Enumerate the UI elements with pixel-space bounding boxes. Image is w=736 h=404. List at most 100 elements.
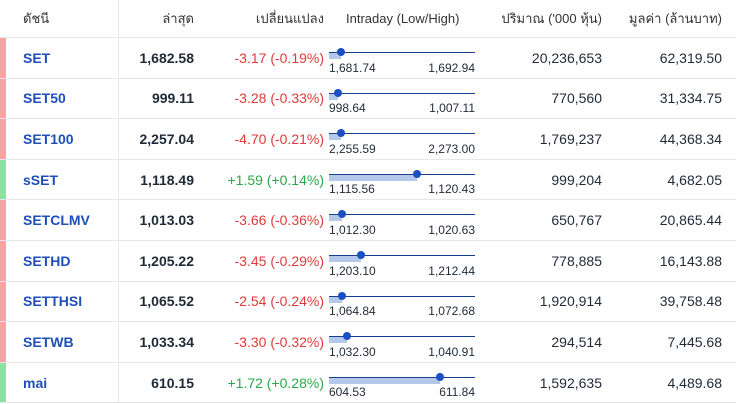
volume: 1,920,914: [539, 293, 602, 310]
index-link[interactable]: SETTHSI: [23, 293, 83, 310]
intraday-line: [329, 173, 475, 175]
index-link[interactable]: SET100: [23, 130, 74, 147]
table-row[interactable]: SETWB 1,033.34 -3.30 (-0.32%) 1,032.30 1…: [0, 322, 736, 363]
value: 62,319.50: [659, 49, 722, 66]
volume: 1,769,237: [539, 130, 602, 147]
intraday-range: 604.53 611.84: [329, 363, 475, 403]
intraday-fill: [329, 215, 342, 222]
intraday-low: 1,032.30: [329, 344, 376, 359]
price-change: -2.54 (-0.24%): [234, 293, 324, 310]
value: 4,489.68: [667, 374, 723, 391]
intraday-line: [329, 336, 475, 338]
intraday-marker: [343, 332, 351, 341]
intraday-high: 1,692.94: [428, 60, 475, 75]
last-price: 1,033.34: [139, 333, 195, 350]
intraday-low: 998.64: [329, 101, 366, 116]
intraday-fill: [329, 377, 440, 384]
intraday-line: [329, 52, 475, 53]
column-divider: [118, 362, 119, 403]
last-price: 999.11: [151, 90, 194, 107]
table-row[interactable]: SET 1,682.58 -3.17 (-0.19%) 1,681.74 1,6…: [0, 38, 736, 79]
price-change: -4.70 (-0.21%): [234, 130, 324, 147]
volume: 650,767: [551, 212, 602, 229]
trend-indicator: [0, 322, 6, 362]
intraday-fill: [329, 337, 347, 344]
column-divider: [118, 0, 119, 37]
index-link[interactable]: sSET: [23, 171, 59, 188]
table-row[interactable]: sSET 1,118.49 +1.59 (+0.14%) 1,115.56 1,…: [0, 159, 736, 201]
intraday-line: [329, 254, 475, 256]
table-row[interactable]: SETTHSI 1,065.52 -2.54 (-0.24%) 1,064.84…: [0, 281, 736, 323]
volume: 770,560: [551, 90, 602, 107]
column-divider: [118, 322, 119, 362]
intraday-high: 1,007.11: [429, 101, 475, 116]
volume: 294,514: [551, 333, 602, 350]
table-row[interactable]: SET100 2,257.04 -4.70 (-0.21%) 2,255.59 …: [0, 119, 736, 160]
intraday-range: 1,012.30 1,020.63: [329, 200, 475, 240]
intraday-low: 1,203.10: [329, 263, 376, 278]
trend-indicator: [0, 281, 6, 322]
intraday-fill: [329, 134, 341, 141]
intraday-marker: [413, 169, 421, 178]
intraday-high: 1,072.68: [428, 304, 475, 319]
intraday-marker: [337, 129, 345, 138]
intraday-range: 1,681.74 1,692.94: [329, 38, 475, 78]
header-change[interactable]: เปลี่ยนแปลง: [255, 11, 324, 26]
intraday-range: 2,255.59 2,273.00: [329, 119, 475, 159]
header-index[interactable]: ดัชนี: [23, 11, 50, 26]
column-divider: [118, 159, 119, 200]
table-header: ดัชนี ล่าสุด เปลี่ยนแปลง Intraday (Low/H…: [0, 0, 736, 38]
index-link[interactable]: SET50: [23, 90, 66, 107]
trend-indicator: [0, 119, 6, 159]
intraday-high: 611.84: [439, 385, 475, 400]
index-link[interactable]: SET: [23, 49, 51, 66]
header-value[interactable]: มูลค่า (ล้านบาท): [628, 11, 722, 26]
table-row[interactable]: SETCLMV 1,013.03 -3.66 (-0.36%) 1,012.30…: [0, 200, 736, 241]
value: 31,334.75: [659, 90, 722, 107]
intraday-marker: [337, 48, 345, 56]
index-link[interactable]: SETWB: [23, 333, 74, 350]
trend-indicator: [0, 78, 6, 119]
intraday-line: [329, 92, 475, 94]
value: 7,445.68: [667, 333, 723, 350]
trend-indicator: [0, 159, 6, 200]
value: 16,143.88: [659, 252, 722, 269]
intraday-low: 1,681.74: [329, 60, 376, 75]
price-change: +1.59 (+0.14%): [227, 171, 324, 188]
intraday-low: 2,255.59: [329, 141, 376, 156]
intraday-low: 1,012.30: [329, 222, 376, 237]
column-divider: [118, 200, 119, 240]
header-volume[interactable]: ปริมาณ ('000 หุ้น): [501, 11, 602, 26]
intraday-line: [329, 133, 475, 135]
last-price: 2,257.04: [139, 130, 195, 147]
intraday-marker: [436, 372, 444, 381]
intraday-line: [329, 214, 475, 216]
header-intraday[interactable]: Intraday (Low/High): [346, 11, 460, 26]
intraday-high: 1,040.91: [428, 344, 475, 359]
column-divider: [118, 78, 119, 119]
intraday-line: [329, 295, 475, 297]
index-link[interactable]: SETHD: [23, 252, 71, 269]
price-change: -3.30 (-0.32%): [234, 333, 324, 350]
price-change: +1.72 (+0.28%): [227, 374, 324, 391]
intraday-range: 1,064.84 1,072.68: [329, 282, 475, 322]
price-change: -3.17 (-0.19%): [234, 49, 324, 66]
header-last[interactable]: ล่าสุด: [162, 11, 194, 26]
intraday-low: 1,115.56: [329, 182, 375, 197]
table-row[interactable]: SETHD 1,205.22 -3.45 (-0.29%) 1,203.10 1…: [0, 240, 736, 282]
trend-indicator: [0, 200, 6, 240]
column-divider: [118, 240, 119, 281]
value: 4,682.05: [667, 171, 723, 188]
table-row[interactable]: mai 610.15 +1.72 (+0.28%) 604.53 611.84 …: [0, 362, 736, 404]
intraday-fill: [329, 255, 361, 262]
table-row[interactable]: SET50 999.11 -3.28 (-0.33%) 998.64 1,007…: [0, 78, 736, 120]
last-price: 1,065.52: [139, 293, 195, 310]
column-divider: [118, 38, 119, 78]
index-link[interactable]: SETCLMV: [23, 212, 90, 229]
price-change: -3.45 (-0.29%): [234, 252, 324, 269]
last-price: 1,118.49: [140, 171, 194, 188]
intraday-low: 1,064.84: [329, 304, 376, 319]
index-link[interactable]: mai: [23, 374, 48, 391]
price-change: -3.28 (-0.33%): [234, 90, 324, 107]
